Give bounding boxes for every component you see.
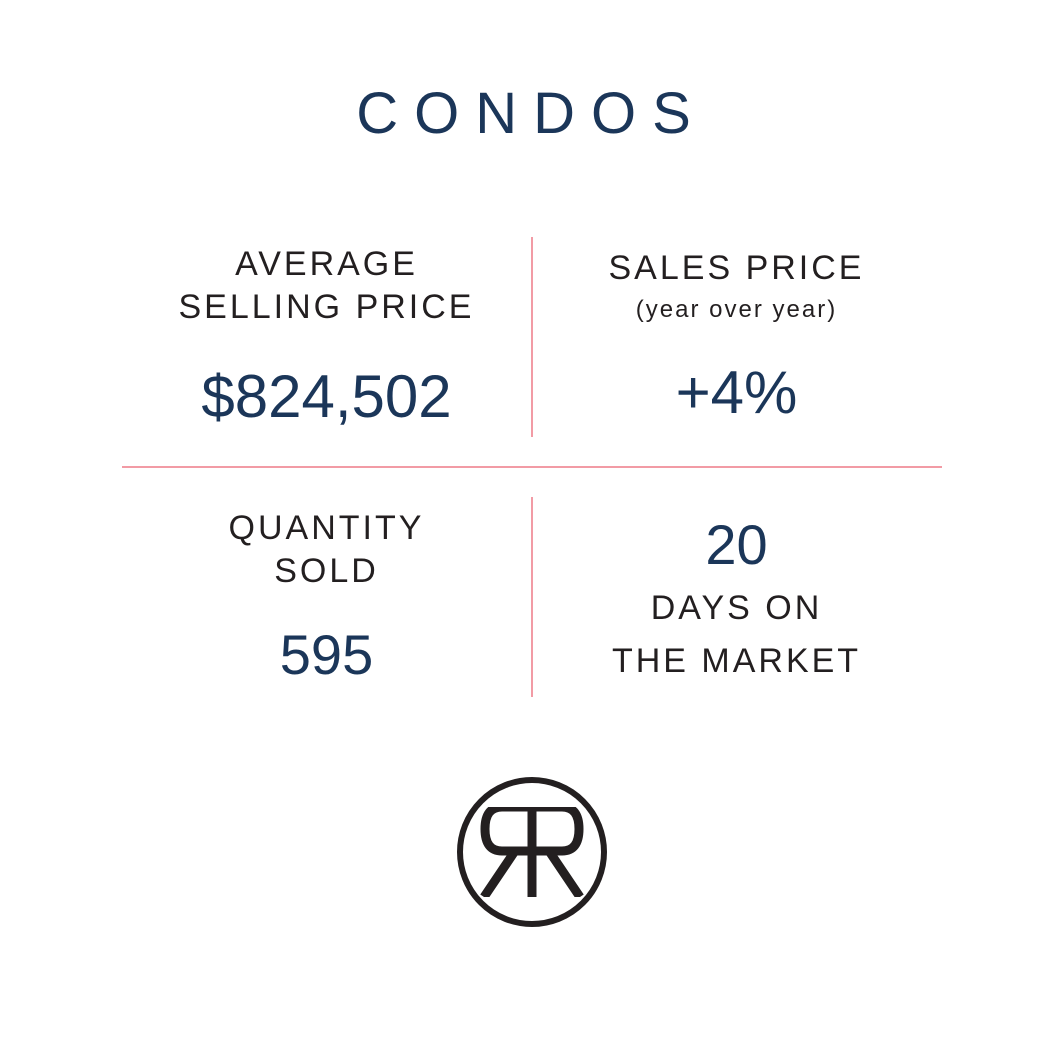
page-title: CONDOS: [356, 80, 707, 147]
logo-circle: [457, 777, 607, 927]
rr-monogram-icon: [477, 807, 587, 897]
vertical-divider: [531, 237, 533, 437]
stat-sales-price: SALES PRICE (year over year) +4%: [532, 207, 942, 467]
stat-caption: DAYS ON: [651, 587, 823, 630]
stat-value: 20: [705, 512, 767, 577]
stat-caption: THE MARKET: [612, 640, 861, 683]
stat-sublabel: (year over year): [636, 296, 837, 324]
horizontal-divider: [122, 466, 942, 468]
stat-label: AVERAGE: [235, 243, 418, 286]
stat-label: SOLD: [274, 550, 379, 593]
stat-label: SALES PRICE: [609, 247, 865, 290]
stat-label: SELLING PRICE: [179, 286, 475, 329]
stat-value: $824,502: [201, 362, 451, 431]
stat-label: QUANTITY: [229, 507, 425, 550]
stat-days-on-market: 20 DAYS ON THE MARKET: [532, 467, 942, 727]
stat-quantity-sold: QUANTITY SOLD 595: [122, 467, 532, 727]
stat-avg-price: AVERAGE SELLING PRICE $824,502: [122, 207, 532, 467]
logo-container: [457, 777, 607, 927]
vertical-divider: [531, 497, 533, 697]
stats-grid: AVERAGE SELLING PRICE $824,502 SALES PRI…: [122, 207, 942, 727]
stat-value: 595: [280, 622, 373, 687]
stat-value: +4%: [676, 358, 798, 427]
